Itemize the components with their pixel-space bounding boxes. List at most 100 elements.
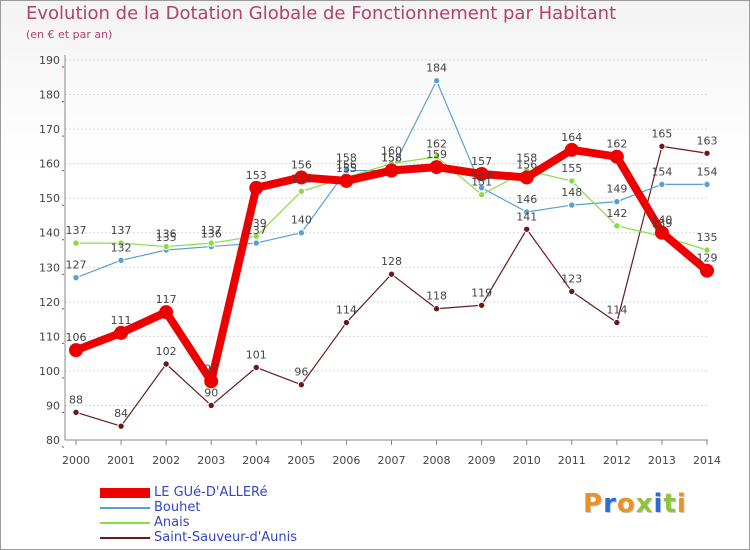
data-label: 135 — [697, 231, 718, 244]
data-point — [564, 142, 579, 157]
data-point — [294, 170, 309, 185]
data-point — [297, 381, 306, 389]
data-label: 141 — [516, 210, 537, 223]
data-label: 136 — [201, 228, 222, 241]
data-point — [114, 325, 129, 340]
data-label: 155 — [336, 162, 357, 175]
legend-item[interactable]: Bouhet — [100, 500, 297, 515]
y-tick-label: 120 — [39, 296, 60, 309]
logo-letter: P — [583, 489, 604, 519]
data-point — [568, 201, 576, 209]
y-tick-label: 100 — [39, 365, 60, 378]
data-label: 90 — [204, 386, 218, 399]
y-tick-label: 140 — [39, 227, 60, 240]
logo-letter: i — [676, 489, 687, 519]
data-label: 114 — [606, 304, 627, 317]
data-label: 137 — [66, 224, 87, 237]
data-label: 151 — [471, 176, 492, 189]
data-point — [252, 232, 260, 240]
proxiti-logo: Proxiti — [583, 489, 687, 519]
data-label: 140 — [291, 214, 312, 227]
y-tick-label: 180 — [39, 89, 60, 102]
data-point — [204, 374, 219, 389]
data-point — [69, 343, 83, 358]
data-point — [252, 363, 260, 372]
data-point — [703, 246, 711, 254]
data-point — [117, 256, 125, 265]
x-tick-label: 2011 — [558, 454, 586, 467]
x-tick-label: 2006 — [332, 454, 360, 467]
data-label: 101 — [246, 348, 267, 361]
data-point — [429, 160, 444, 175]
data-point — [703, 180, 711, 189]
legend-swatch — [100, 487, 150, 498]
data-point — [432, 77, 441, 85]
data-label: 158 — [381, 152, 402, 165]
data-point — [297, 229, 306, 237]
legend-swatch — [100, 521, 150, 524]
data-point — [252, 239, 260, 247]
chart-title: Evolution de la Dotation Globale de Fonc… — [26, 3, 617, 24]
data-label: 96 — [294, 366, 308, 379]
x-tick-label: 2002 — [152, 454, 180, 467]
data-point — [700, 263, 714, 278]
data-label: 132 — [111, 241, 132, 254]
data-label: 158 — [381, 152, 402, 165]
legend: LE GUé-D'ALLERé Bouhet Anais Saint-Sauve… — [100, 485, 297, 545]
y-tick-label: 80 — [46, 434, 60, 447]
data-point — [249, 180, 264, 195]
legend-label: Saint-Sauveur-d'Aunis — [154, 530, 298, 545]
data-label: 158 — [516, 152, 537, 165]
data-label: 128 — [381, 255, 402, 268]
data-point — [477, 191, 486, 199]
x-tick-label: 2001 — [107, 454, 135, 467]
logo-letter: o — [616, 489, 636, 519]
data-point — [477, 301, 486, 309]
x-tick-label: 2003 — [197, 454, 225, 467]
data-label: 118 — [426, 290, 447, 303]
data-point — [613, 197, 621, 206]
data-label: 162 — [606, 138, 627, 151]
logo-letter: i — [653, 489, 664, 519]
data-label: 139 — [246, 217, 267, 230]
data-label: 158 — [336, 152, 357, 165]
data-label: 164 — [561, 131, 582, 144]
data-point — [297, 187, 306, 195]
data-label: 137 — [246, 224, 267, 237]
data-label: 140 — [651, 214, 672, 227]
data-label: 156 — [291, 158, 312, 171]
legend-label: LE GUé-D'ALLERé — [154, 485, 268, 500]
logo-letter: x — [635, 489, 654, 519]
data-point — [162, 242, 170, 251]
data-label: 146 — [516, 193, 537, 206]
data-label: 152 — [291, 172, 312, 185]
x-tick-label: 2005 — [287, 454, 315, 467]
data-label: 153 — [471, 169, 492, 182]
data-label: 155 — [561, 162, 582, 175]
legend-swatch — [100, 506, 150, 509]
data-point — [519, 170, 534, 185]
data-point — [658, 142, 666, 151]
data-label: 97 — [204, 362, 218, 375]
data-label: 88 — [69, 393, 83, 406]
legend-item[interactable]: Saint-Sauveur-d'Aunis — [100, 530, 297, 545]
data-point — [568, 177, 576, 185]
data-point — [613, 222, 621, 230]
legend-item[interactable]: Anais — [100, 515, 297, 530]
x-tick-label: 2010 — [513, 454, 541, 467]
y-tick-label: 170 — [39, 123, 60, 136]
data-point — [207, 239, 215, 247]
data-label: 137 — [111, 224, 132, 237]
legend-label: Anais — [154, 515, 190, 530]
x-tick-label: 2004 — [242, 454, 270, 467]
y-tick-label: 130 — [39, 261, 60, 274]
data-point — [523, 225, 531, 233]
data-label: 154 — [651, 165, 672, 178]
y-tick-label: 90 — [46, 399, 60, 412]
data-label: 142 — [606, 207, 627, 220]
x-tick-label: 2014 — [693, 454, 721, 467]
data-point — [654, 225, 669, 240]
data-point — [342, 318, 351, 327]
legend-item[interactable]: LE GUé-D'ALLERé — [100, 485, 297, 500]
